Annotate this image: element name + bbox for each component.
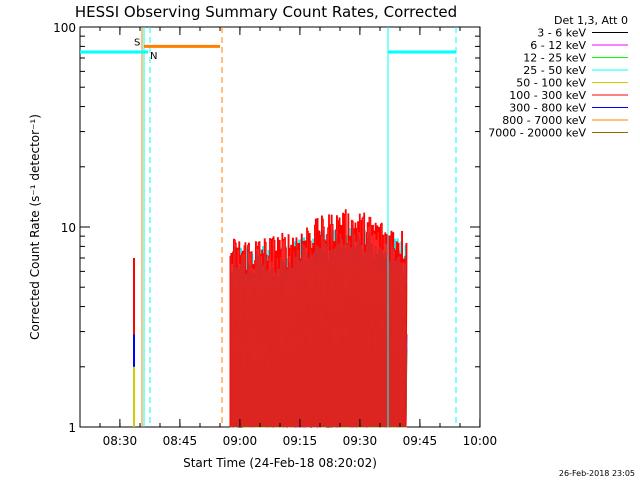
x-tick-label: 10:00 [463, 434, 498, 448]
legend-label: 100 - 300 keV [509, 89, 586, 102]
legend-label: 300 - 800 keV [509, 102, 586, 115]
legend-label: 50 - 100 keV [516, 77, 586, 90]
data-layer [133, 209, 408, 428]
y-tick-label: 100 [53, 21, 76, 35]
y-axis-label: Corrected Count Rate (s⁻¹ detector⁻¹) [28, 114, 42, 340]
annotation-label: N [150, 51, 157, 62]
y-tick-label: 10 [61, 221, 76, 235]
legend-label: 6 - 12 keV [530, 39, 586, 52]
x-axis-label: Start Time (24-Feb-18 08:20:02) [183, 456, 377, 470]
x-tick-label: 09:15 [283, 434, 318, 448]
series-100-300keV [229, 209, 408, 428]
legend-label: 3 - 6 keV [537, 27, 586, 40]
x-tick-label: 09:00 [223, 434, 258, 448]
y-tick-label: 1 [68, 421, 76, 435]
legend-title: Det 1,3, Att 0 [554, 14, 628, 27]
annotation-label: S [134, 37, 140, 48]
legend-label: 12 - 25 keV [523, 52, 586, 65]
legend-label: 800 - 7000 keV [502, 114, 586, 127]
chart-title: HESSI Observing Summary Count Rates, Cor… [75, 3, 457, 21]
legend-label: 25 - 50 keV [523, 64, 586, 77]
x-tick-label: 08:45 [163, 434, 198, 448]
legend-label: 7000 - 20000 keV [488, 127, 586, 140]
marker-layer: SN [80, 27, 457, 427]
tick-layer: 08:30 08:45 09:00 09:15 09:30 09:45 10:00 1 10 10… [53, 21, 497, 448]
x-tick-label: 09:30 [343, 434, 378, 448]
x-tick-label: 09:45 [403, 434, 438, 448]
footer-timestamp: 26-Feb-2018 23:05 [559, 469, 635, 478]
x-tick-label: 08:30 [103, 434, 138, 448]
